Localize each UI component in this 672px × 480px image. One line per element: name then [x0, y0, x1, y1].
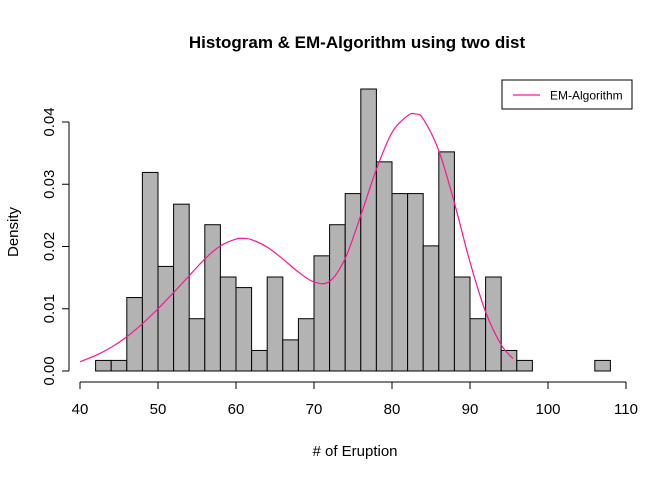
histogram-bar: [282, 339, 299, 372]
histogram-bar: [469, 318, 487, 372]
y-tick-label: 0.01: [41, 294, 58, 323]
histogram-bar: [219, 276, 237, 372]
histogram-bar: [329, 224, 346, 372]
x-tick-label: 90: [462, 401, 479, 418]
em-algorithm-curve: [79, 112, 514, 363]
histogram-bar: [235, 287, 253, 372]
x-tick-label: 60: [228, 401, 245, 418]
histogram-bar: [407, 193, 424, 372]
histogram-bar: [95, 359, 112, 372]
histogram-bar: [110, 359, 128, 372]
histogram-bar: [594, 359, 611, 372]
histogram-bar: [438, 151, 455, 372]
histogram-bar: [422, 245, 440, 372]
legend-label: EM-Algorithm: [550, 89, 623, 103]
x-tick-label: 80: [384, 401, 401, 418]
histogram-bar: [313, 255, 331, 372]
histogram-bar: [500, 349, 518, 372]
histogram-bar: [360, 88, 377, 372]
x-tick-label: 100: [535, 401, 560, 418]
histogram-bar: [297, 318, 315, 372]
y-tick-label: 0.02: [41, 232, 58, 261]
x-tick-label: 70: [306, 401, 323, 418]
legend: EM-Algorithm: [501, 79, 633, 110]
chart-title: Histogram & EM-Algorithm using two dist: [189, 33, 526, 52]
histogram-bar: [141, 171, 159, 372]
histogram-bar: [251, 349, 268, 372]
em-curve-group: [79, 112, 514, 363]
histogram-bar: [453, 276, 471, 372]
x-tick-label: 110: [614, 401, 638, 418]
histogram-bar: [516, 359, 533, 372]
x-tick-label: 40: [72, 401, 89, 418]
histogram-bars: [95, 88, 611, 372]
x-tick-label: 50: [150, 401, 167, 418]
histogram-bar: [173, 203, 190, 372]
y-axis-label: Density: [5, 206, 22, 257]
y-axis: 0.00 0.01 0.02 0.03 0.04: [41, 107, 70, 386]
x-axis-label: # of Eruption: [312, 443, 397, 460]
histogram-bar: [391, 193, 409, 372]
histogram-bar: [204, 224, 221, 372]
histogram-bar: [375, 161, 393, 372]
histogram-bar: [485, 276, 502, 372]
histogram-bar: [344, 193, 362, 372]
histogram-bar: [266, 276, 284, 372]
y-tick-label: 0.04: [41, 107, 58, 136]
y-tick-label: 0.00: [41, 356, 58, 385]
y-tick-label: 0.03: [41, 170, 58, 199]
histogram-bar: [157, 265, 175, 372]
x-axis: 40 50 60 70 80 90 100 110: [72, 381, 638, 418]
histogram-bar: [188, 318, 206, 372]
